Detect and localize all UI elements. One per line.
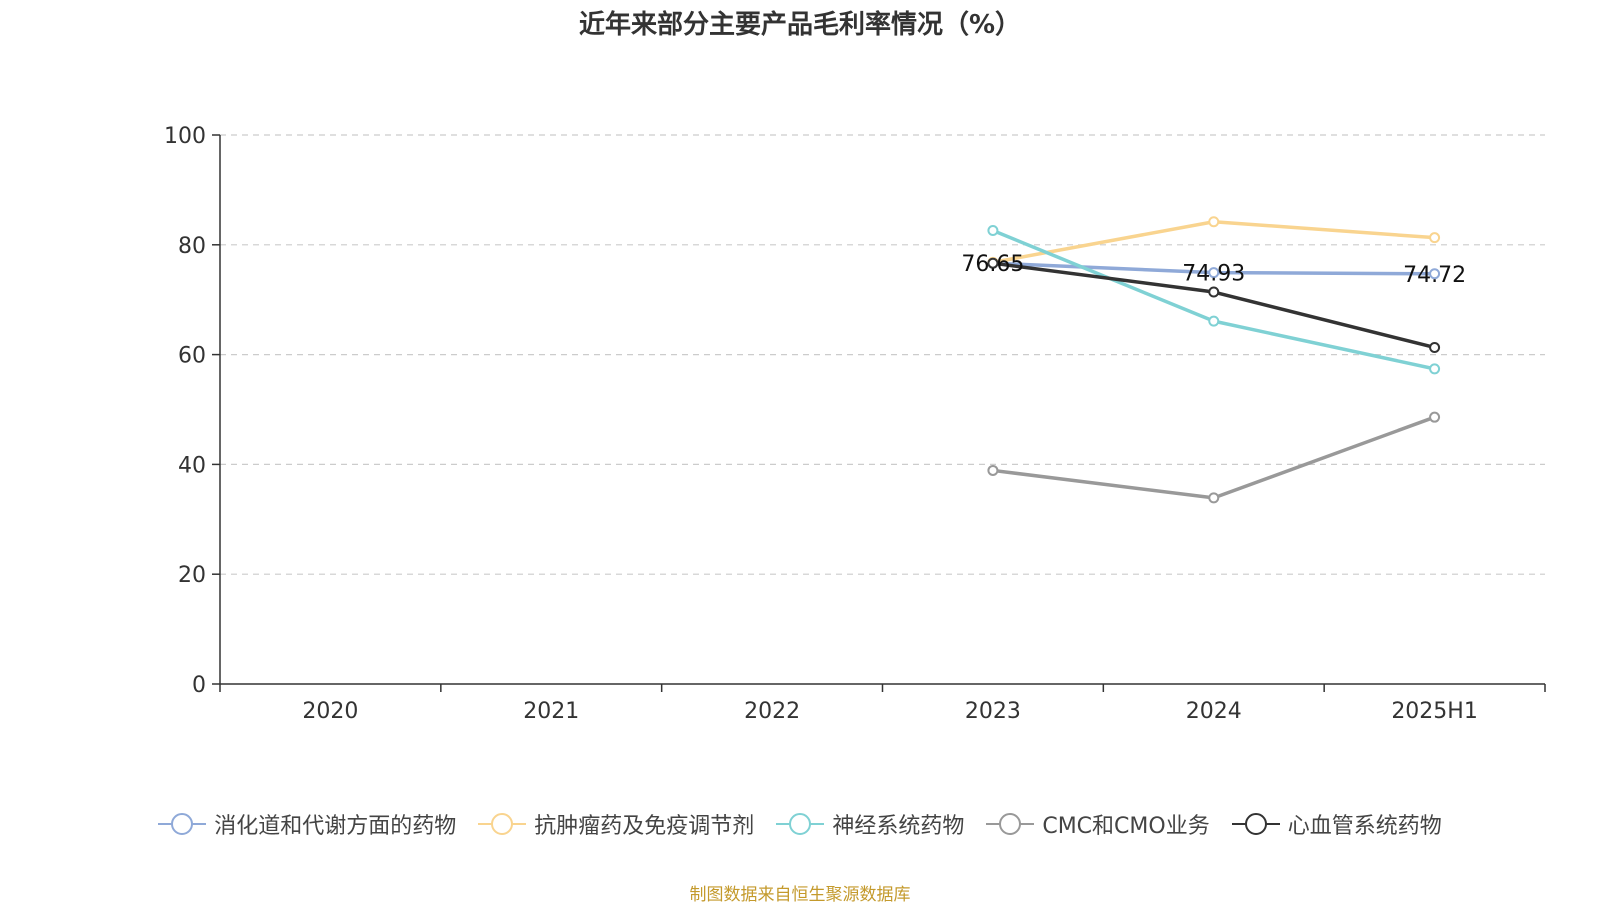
legend-swatch: [1232, 812, 1280, 836]
data-point[interactable]: [1430, 364, 1439, 373]
y-tick-label: 80: [178, 234, 206, 259]
legend-label: CMC和CMO业务: [1042, 808, 1209, 840]
data-label: 74.93: [1182, 262, 1245, 287]
x-tick-label: 2022: [744, 699, 800, 724]
legend-swatch: [158, 812, 206, 836]
legend-item[interactable]: 抗肿瘤药及免疫调节剂: [478, 808, 754, 840]
x-tick-label: 2025H1: [1391, 699, 1478, 724]
legend-item[interactable]: 心血管系统药物: [1232, 808, 1442, 840]
legend-swatch: [986, 812, 1034, 836]
legend-label: 抗肿瘤药及免疫调节剂: [534, 808, 754, 840]
data-point[interactable]: [988, 226, 997, 235]
x-tick-label: 2020: [302, 699, 358, 724]
legend-label: 消化道和代谢方面的药物: [214, 808, 456, 840]
line-chart: 0 20 40 60 80 100 2020 2021 2022 2023 2024 2025H1 7…: [0, 0, 1600, 780]
y-tick-label: 60: [178, 344, 206, 369]
y-tick-label: 100: [164, 124, 206, 149]
legend-swatch: [776, 812, 824, 836]
series-line: [993, 417, 1435, 498]
legend-item[interactable]: 消化道和代谢方面的药物: [158, 808, 456, 840]
data-point[interactable]: [1430, 413, 1439, 422]
x-tick-label: 2023: [965, 699, 1021, 724]
data-point[interactable]: [1209, 317, 1218, 326]
y-tick-label: 0: [192, 673, 206, 698]
data-point[interactable]: [988, 466, 997, 475]
y-tick-label: 20: [178, 563, 206, 588]
data-point[interactable]: [1209, 288, 1218, 297]
chart-legend: 消化道和代谢方面的药物 抗肿瘤药及免疫调节剂 神经系统药物 CMC和CMO业务 心血管系…: [0, 808, 1600, 840]
grid-layer: [220, 135, 1545, 574]
x-tick-label: 2024: [1186, 699, 1242, 724]
data-point[interactable]: [1430, 343, 1439, 352]
axis-layer: 0 20 40 60 80 100 2020 2021 2022 2023 2024 2025H1: [164, 124, 1545, 724]
x-tick-label: 2021: [523, 699, 579, 724]
data-point[interactable]: [1209, 217, 1218, 226]
y-tick-label: 40: [178, 453, 206, 478]
data-point[interactable]: [1209, 493, 1218, 502]
legend-label: 心血管系统药物: [1288, 808, 1442, 840]
data-source-note: 制图数据来自恒生聚源数据库: [0, 880, 1600, 905]
data-point[interactable]: [1430, 233, 1439, 242]
legend-item[interactable]: 神经系统药物: [776, 808, 964, 840]
legend-item[interactable]: CMC和CMO业务: [986, 808, 1209, 840]
legend-label: 神经系统药物: [832, 808, 964, 840]
series-layer: [988, 217, 1439, 502]
data-label: 74.72: [1403, 263, 1466, 288]
legend-swatch: [478, 812, 526, 836]
data-label: 76.65: [961, 252, 1024, 277]
